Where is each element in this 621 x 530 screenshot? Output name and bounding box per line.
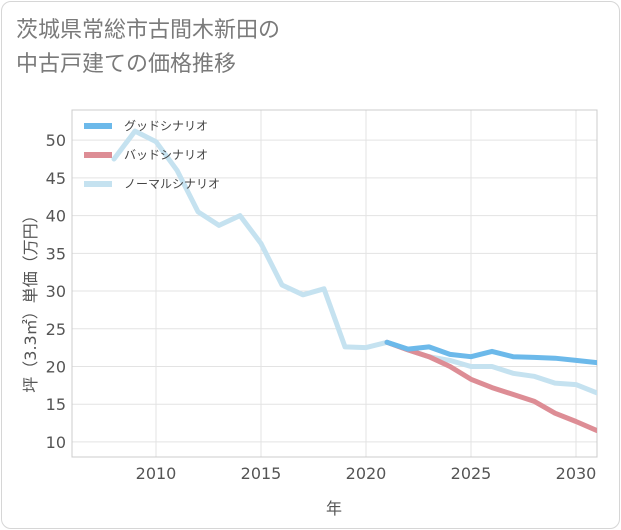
- y-tick-label: 40: [46, 207, 66, 226]
- y-tick-label: 50: [46, 131, 66, 150]
- y-tick-label: 45: [46, 169, 66, 188]
- series-line-1: [384, 339, 597, 434]
- chart-title: 茨城県常総市古間木新田の 中古戸建ての価格推移: [16, 14, 280, 82]
- x-tick-label: 2025: [451, 464, 492, 483]
- series: [111, 128, 597, 434]
- legend-label: バッドシナリオ: [124, 148, 208, 162]
- y-tick-label: 20: [46, 357, 66, 376]
- y-tick-label: 30: [46, 282, 66, 301]
- x-tick-label: 2015: [241, 464, 282, 483]
- y-tick-label: 35: [46, 244, 66, 263]
- x-tick-label: 2010: [136, 464, 177, 483]
- grid: [72, 110, 597, 457]
- plot-area-border: [71, 109, 598, 458]
- legend-label: グッドシナリオ: [124, 119, 208, 133]
- y-axis-label: 坪（3.3㎡）単価（万円）: [21, 207, 40, 392]
- chart-title-line-2: 中古戸建ての価格推移: [16, 52, 237, 77]
- y-tick-label: 10: [46, 433, 66, 452]
- x-tick-label: 2020: [346, 464, 387, 483]
- x-tick-label: 2030: [556, 464, 597, 483]
- series-line-2: [384, 339, 597, 366]
- chart-title-line-1: 茨城県常総市古間木新田の: [16, 18, 281, 43]
- y-tick-label: 25: [46, 320, 66, 339]
- series-line-0: [111, 128, 597, 396]
- legend-label: ノーマルシナリオ: [124, 177, 220, 191]
- y-tick-label: 15: [46, 395, 66, 414]
- x-axis-label: 年: [326, 499, 342, 518]
